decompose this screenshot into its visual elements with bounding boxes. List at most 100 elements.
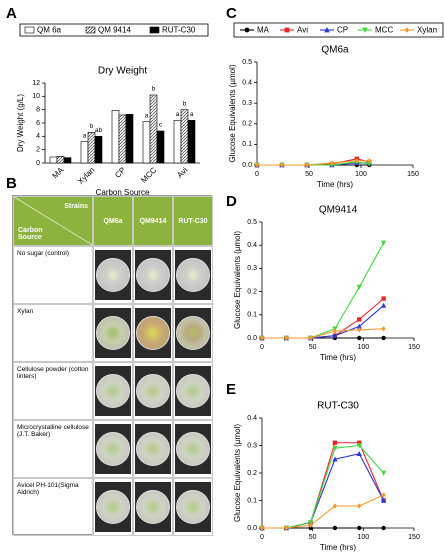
marker <box>332 456 338 462</box>
legend-label: Avi <box>297 26 308 35</box>
marker <box>367 158 372 164</box>
bar <box>180 109 189 164</box>
significance-letter: a <box>83 132 87 139</box>
x-tick-label: 100 <box>357 534 369 541</box>
marker <box>308 335 313 341</box>
chart-title: QM6a <box>321 45 349 56</box>
marker <box>357 327 362 333</box>
x-tick-label: 100 <box>355 171 367 178</box>
column-header: RUT-C30 <box>173 196 213 246</box>
x-tick-label: Xylan <box>76 166 97 187</box>
x-axis-label: Time (hrs) <box>320 353 356 362</box>
plate-cell <box>133 478 173 536</box>
y-tick-label: 0.2 <box>247 470 257 477</box>
x-tick-label: 0 <box>260 534 264 541</box>
plate-cell <box>133 246 173 304</box>
marker <box>381 525 386 531</box>
significance-letter: c <box>159 122 163 129</box>
x-tick-label: 100 <box>357 344 369 351</box>
panel-label: D <box>226 193 237 210</box>
legend-label: QM 6a <box>37 26 62 35</box>
significance-letter: b <box>90 123 94 130</box>
y-tick-label: 0.1 <box>247 497 257 504</box>
plate-photo <box>95 366 131 416</box>
marker <box>332 525 338 531</box>
petri-dish <box>176 490 210 524</box>
plate-cell <box>173 362 213 420</box>
plate-photo <box>175 366 211 416</box>
significance-letter: a <box>145 112 149 119</box>
y-tick-label: 2 <box>36 147 40 154</box>
marker <box>284 335 289 341</box>
plate-photo <box>135 482 171 532</box>
panel-label: A <box>6 5 17 22</box>
bar <box>56 156 65 164</box>
legend-label: CP <box>337 26 348 35</box>
marker <box>332 446 338 452</box>
marker <box>259 525 265 531</box>
plate-photo <box>175 308 211 358</box>
bar <box>111 110 120 164</box>
petri-dish <box>96 374 130 408</box>
plate-cell <box>173 304 213 362</box>
petri-dish <box>96 316 130 350</box>
marker <box>356 443 362 449</box>
x-tick-label: 150 <box>408 534 420 541</box>
y-tick-label: 10 <box>32 93 40 100</box>
marker <box>279 162 285 168</box>
x-axis-label: Time (hrs) <box>317 180 353 189</box>
marker <box>356 450 362 456</box>
plate-cell <box>133 304 173 362</box>
plate-photo <box>95 308 131 358</box>
marker <box>332 328 338 334</box>
legend-box <box>233 22 444 38</box>
y-tick-label: 0 <box>36 160 40 167</box>
plate-photo <box>95 482 131 532</box>
marker <box>354 158 360 164</box>
plate-table: Strains Carbon Source QM6a QM9414 RUT-C30 N… <box>12 195 213 536</box>
plate-cell <box>133 420 173 478</box>
bar <box>87 132 96 164</box>
plate-cell <box>93 420 133 478</box>
x-tick-label: 150 <box>408 344 420 351</box>
row-label: Xylan <box>13 304 93 362</box>
legend-swatch <box>149 26 160 34</box>
y-tick-label: 0.1 <box>247 312 257 319</box>
significance-letter: b <box>183 100 187 107</box>
row-label: Microcrystalline cellulose (J.T. Baker) <box>13 420 93 478</box>
marker <box>259 335 265 341</box>
legend-box <box>19 23 209 37</box>
petri-dish <box>176 432 210 466</box>
legend-label: QM 9414 <box>98 26 131 35</box>
legend-label: MCC <box>375 26 393 35</box>
legend-marker <box>324 27 330 33</box>
petri-dish <box>96 258 130 292</box>
legend-label: MA <box>257 26 270 35</box>
petri-dish <box>136 490 170 524</box>
bar <box>142 121 151 164</box>
marker <box>357 440 362 445</box>
marker <box>381 240 387 246</box>
y-tick-label: 0.0 <box>247 335 257 342</box>
plate-cell <box>173 420 213 478</box>
plate-photo <box>135 308 171 358</box>
y-tick-label: 0.4 <box>247 242 257 249</box>
corner-top: Strains <box>64 203 88 210</box>
y-axis-label: Glucose Equivalents (µmol) <box>233 424 242 522</box>
bar <box>187 120 196 164</box>
plate-cell <box>133 362 173 420</box>
x-axis-label: Time (hrs) <box>320 543 356 552</box>
y-tick-label: 0.4 <box>242 79 252 86</box>
y-tick-label: 0.0 <box>247 525 257 532</box>
plate-photo <box>95 250 131 300</box>
panel-label: B <box>6 175 17 192</box>
bar <box>80 141 89 164</box>
chart-title: QM9414 <box>319 205 358 216</box>
marker <box>332 332 338 338</box>
y-tick-label: 0.3 <box>247 442 257 449</box>
x-tick-label: 0 <box>260 344 264 351</box>
significance-letter: a <box>176 111 180 118</box>
corner-cell: Strains Carbon Source <box>13 196 93 246</box>
x-tick-label: MCC <box>139 165 158 184</box>
bar <box>149 94 158 164</box>
